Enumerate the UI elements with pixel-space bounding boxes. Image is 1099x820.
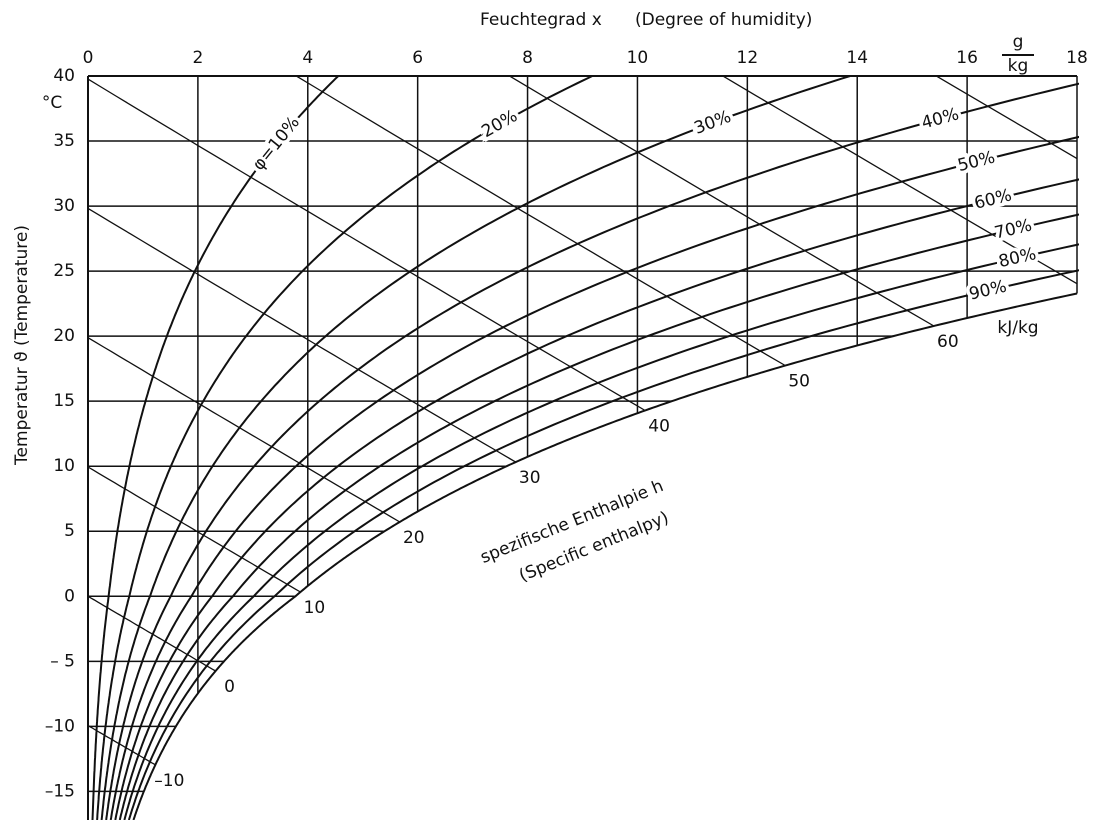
enthalpy-line: [87, 78, 646, 412]
enthalpy-line: [87, 207, 517, 463]
rh-curve: [96, 75, 593, 820]
y-axis-title: Temperatur ϑ (Temperature): [12, 225, 32, 466]
y-tick-label: –10: [45, 716, 75, 736]
x-tick-label: 0: [83, 48, 94, 68]
y-tick-label: 0: [64, 586, 75, 606]
enthalpy-line: [87, 75, 1078, 285]
x-tick-label: 6: [412, 48, 423, 68]
x-unit-numerator: g: [1013, 32, 1024, 52]
y-tick-label: 5: [64, 521, 75, 541]
x-tick-label: 18: [1066, 48, 1088, 68]
rh-curve: [123, 75, 1079, 820]
x-tick-label: 8: [522, 48, 533, 68]
enthalpy-label: 50: [788, 372, 810, 392]
y-tick-label: 10: [53, 456, 75, 476]
enthalpy-line: [87, 337, 401, 523]
x-unit-denominator: kg: [1008, 56, 1029, 76]
enthalpy-label: 60: [937, 332, 959, 352]
y-tick-label: – 5: [50, 651, 75, 671]
enthalpy-label: 30: [519, 468, 541, 488]
x-tick-label: 4: [302, 48, 313, 68]
rh-curve: [114, 75, 1079, 820]
y-tick-label: –15: [45, 781, 75, 801]
saturation-curve: [132, 292, 1078, 820]
enthalpy-label: 40: [648, 416, 670, 436]
rh-label: 80%: [997, 244, 1038, 272]
rh-curve: [91, 75, 339, 820]
rh-label: 60%: [972, 185, 1013, 213]
enthalpy-line: [87, 75, 935, 327]
enthalpy-label: 0: [224, 677, 235, 697]
rh-label: 20%: [478, 106, 521, 142]
y-tick-label: 40: [53, 66, 75, 86]
y-tick-label: 20: [53, 326, 75, 346]
enthalpy-label: 10: [304, 598, 326, 618]
y-unit: °C: [42, 93, 62, 113]
rh-curve: [105, 75, 1079, 820]
enthalpy-label: –10: [154, 771, 184, 791]
enthalpy-line: [87, 595, 216, 672]
rh-label: 30%: [691, 107, 733, 139]
rh-label: φ=10%: [249, 113, 304, 175]
y-tick-label: 15: [53, 391, 75, 411]
y-tick-label: 30: [53, 196, 75, 216]
enthalpy-unit: kJ/kg: [997, 318, 1038, 338]
x-tick-label: 10: [627, 48, 649, 68]
x-axis-title-en: (Degree of humidity): [635, 10, 812, 30]
rh-label: 50%: [956, 147, 998, 176]
x-tick-label: 2: [192, 48, 203, 68]
y-tick-label: 25: [53, 261, 75, 281]
enthalpy-line: [87, 466, 301, 593]
rh-curve: [127, 75, 1079, 820]
enthalpy-line: [87, 75, 786, 367]
x-tick-label: 16: [956, 48, 978, 68]
rh-label: 40%: [919, 104, 961, 133]
x-axis-title: Feuchtegrad x: [480, 10, 602, 30]
x-tick-label: 14: [846, 48, 868, 68]
enthalpy-label: 20: [403, 528, 425, 548]
rh-curve: [100, 75, 851, 820]
rh-curve: [109, 75, 1079, 820]
y-tick-label: 35: [53, 131, 75, 151]
rh-label: 90%: [967, 277, 1008, 305]
rh-label: 70%: [993, 215, 1034, 243]
rh-curve: [118, 75, 1079, 820]
x-tick-label: 12: [737, 48, 759, 68]
